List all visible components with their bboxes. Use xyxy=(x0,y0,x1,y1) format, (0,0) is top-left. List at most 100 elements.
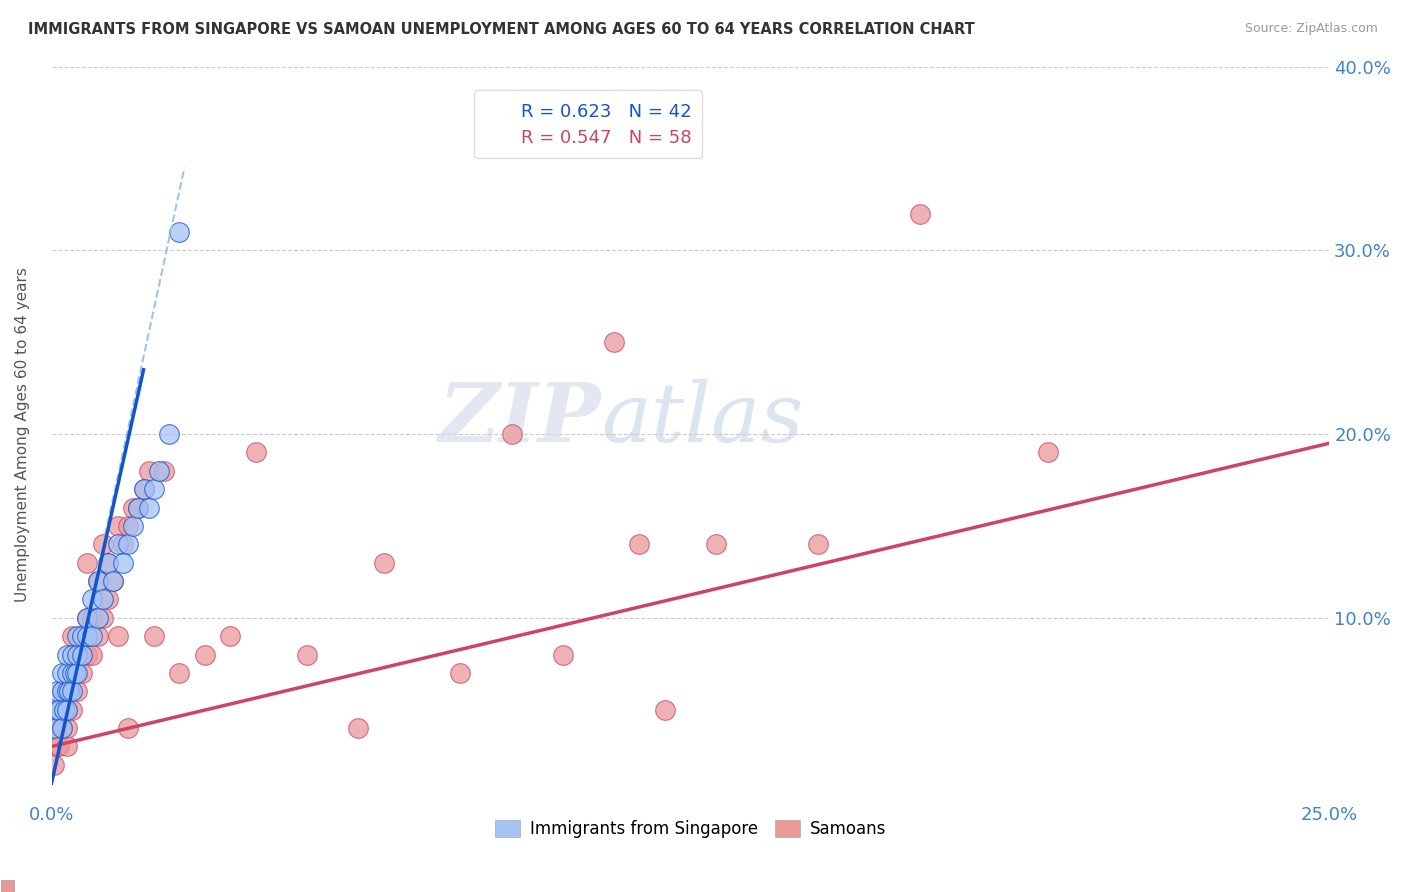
Point xyxy=(157,427,180,442)
Point xyxy=(53,703,76,717)
Point xyxy=(56,684,79,698)
Point xyxy=(807,537,830,551)
Point xyxy=(153,464,176,478)
Point xyxy=(148,464,170,478)
Point xyxy=(501,427,523,442)
Point xyxy=(51,665,73,680)
Point xyxy=(60,648,83,662)
Point xyxy=(66,648,89,662)
Point xyxy=(132,482,155,496)
Point xyxy=(70,648,93,662)
Point xyxy=(169,665,191,680)
Point xyxy=(107,537,129,551)
Point xyxy=(51,684,73,698)
Point xyxy=(112,537,135,551)
Text: Source: ZipAtlas.com: Source: ZipAtlas.com xyxy=(1244,22,1378,36)
Point xyxy=(97,556,120,570)
Point xyxy=(132,482,155,496)
Point xyxy=(97,592,120,607)
Point xyxy=(122,500,145,515)
Point xyxy=(169,225,191,239)
Point xyxy=(117,537,139,551)
Point xyxy=(56,684,79,698)
Point xyxy=(70,665,93,680)
Legend: Immigrants from Singapore, Samoans: Immigrants from Singapore, Samoans xyxy=(488,814,893,845)
Point xyxy=(910,206,932,220)
Point xyxy=(704,537,727,551)
Point xyxy=(112,556,135,570)
Text: ZIP: ZIP xyxy=(439,379,600,459)
Point xyxy=(56,721,79,735)
Point xyxy=(107,629,129,643)
Point xyxy=(66,648,89,662)
Point xyxy=(60,684,83,698)
Point xyxy=(42,721,65,735)
Point xyxy=(86,629,108,643)
Point xyxy=(117,519,139,533)
Point xyxy=(107,519,129,533)
Point xyxy=(51,703,73,717)
Point xyxy=(51,721,73,735)
Point xyxy=(219,629,242,643)
Point xyxy=(101,574,124,588)
Point xyxy=(66,629,89,643)
Point xyxy=(56,665,79,680)
Point xyxy=(1036,445,1059,459)
Point xyxy=(76,556,98,570)
Point xyxy=(76,648,98,662)
Point xyxy=(56,703,79,717)
Point xyxy=(138,500,160,515)
Y-axis label: Unemployment Among Ages 60 to 64 years: Unemployment Among Ages 60 to 64 years xyxy=(15,267,30,601)
Point xyxy=(70,629,93,643)
Point xyxy=(42,757,65,772)
Point xyxy=(45,684,67,698)
Point xyxy=(45,721,67,735)
Point xyxy=(48,703,70,717)
Point xyxy=(56,739,79,754)
Point xyxy=(66,665,89,680)
Point xyxy=(245,445,267,459)
Point xyxy=(628,537,651,551)
Point xyxy=(449,665,471,680)
Point xyxy=(194,648,217,662)
Point xyxy=(56,648,79,662)
Point xyxy=(551,648,574,662)
Point xyxy=(82,592,104,607)
Point xyxy=(76,629,98,643)
Point xyxy=(82,611,104,625)
Point xyxy=(82,648,104,662)
Point xyxy=(56,703,79,717)
Point xyxy=(60,703,83,717)
Point xyxy=(142,482,165,496)
Point xyxy=(295,648,318,662)
Point xyxy=(122,519,145,533)
Point xyxy=(63,665,86,680)
Point xyxy=(91,537,114,551)
Point xyxy=(60,665,83,680)
Text: IMMIGRANTS FROM SINGAPORE VS SAMOAN UNEMPLOYMENT AMONG AGES 60 TO 64 YEARS CORRE: IMMIGRANTS FROM SINGAPORE VS SAMOAN UNEM… xyxy=(28,22,974,37)
Point xyxy=(60,629,83,643)
Point xyxy=(76,611,98,625)
Point xyxy=(66,684,89,698)
Point xyxy=(51,721,73,735)
Point xyxy=(142,629,165,643)
Point xyxy=(86,574,108,588)
Point xyxy=(76,611,98,625)
Point xyxy=(347,721,370,735)
Point xyxy=(138,464,160,478)
Point xyxy=(45,739,67,754)
Point xyxy=(117,721,139,735)
Point xyxy=(127,500,149,515)
Point xyxy=(58,684,80,698)
Point xyxy=(70,629,93,643)
Point xyxy=(91,592,114,607)
Text: atlas: atlas xyxy=(600,379,803,459)
Point xyxy=(86,611,108,625)
Point xyxy=(86,574,108,588)
Point xyxy=(373,556,395,570)
Point xyxy=(101,574,124,588)
Point xyxy=(603,335,626,350)
Point xyxy=(127,500,149,515)
Point xyxy=(91,611,114,625)
Point xyxy=(45,703,67,717)
